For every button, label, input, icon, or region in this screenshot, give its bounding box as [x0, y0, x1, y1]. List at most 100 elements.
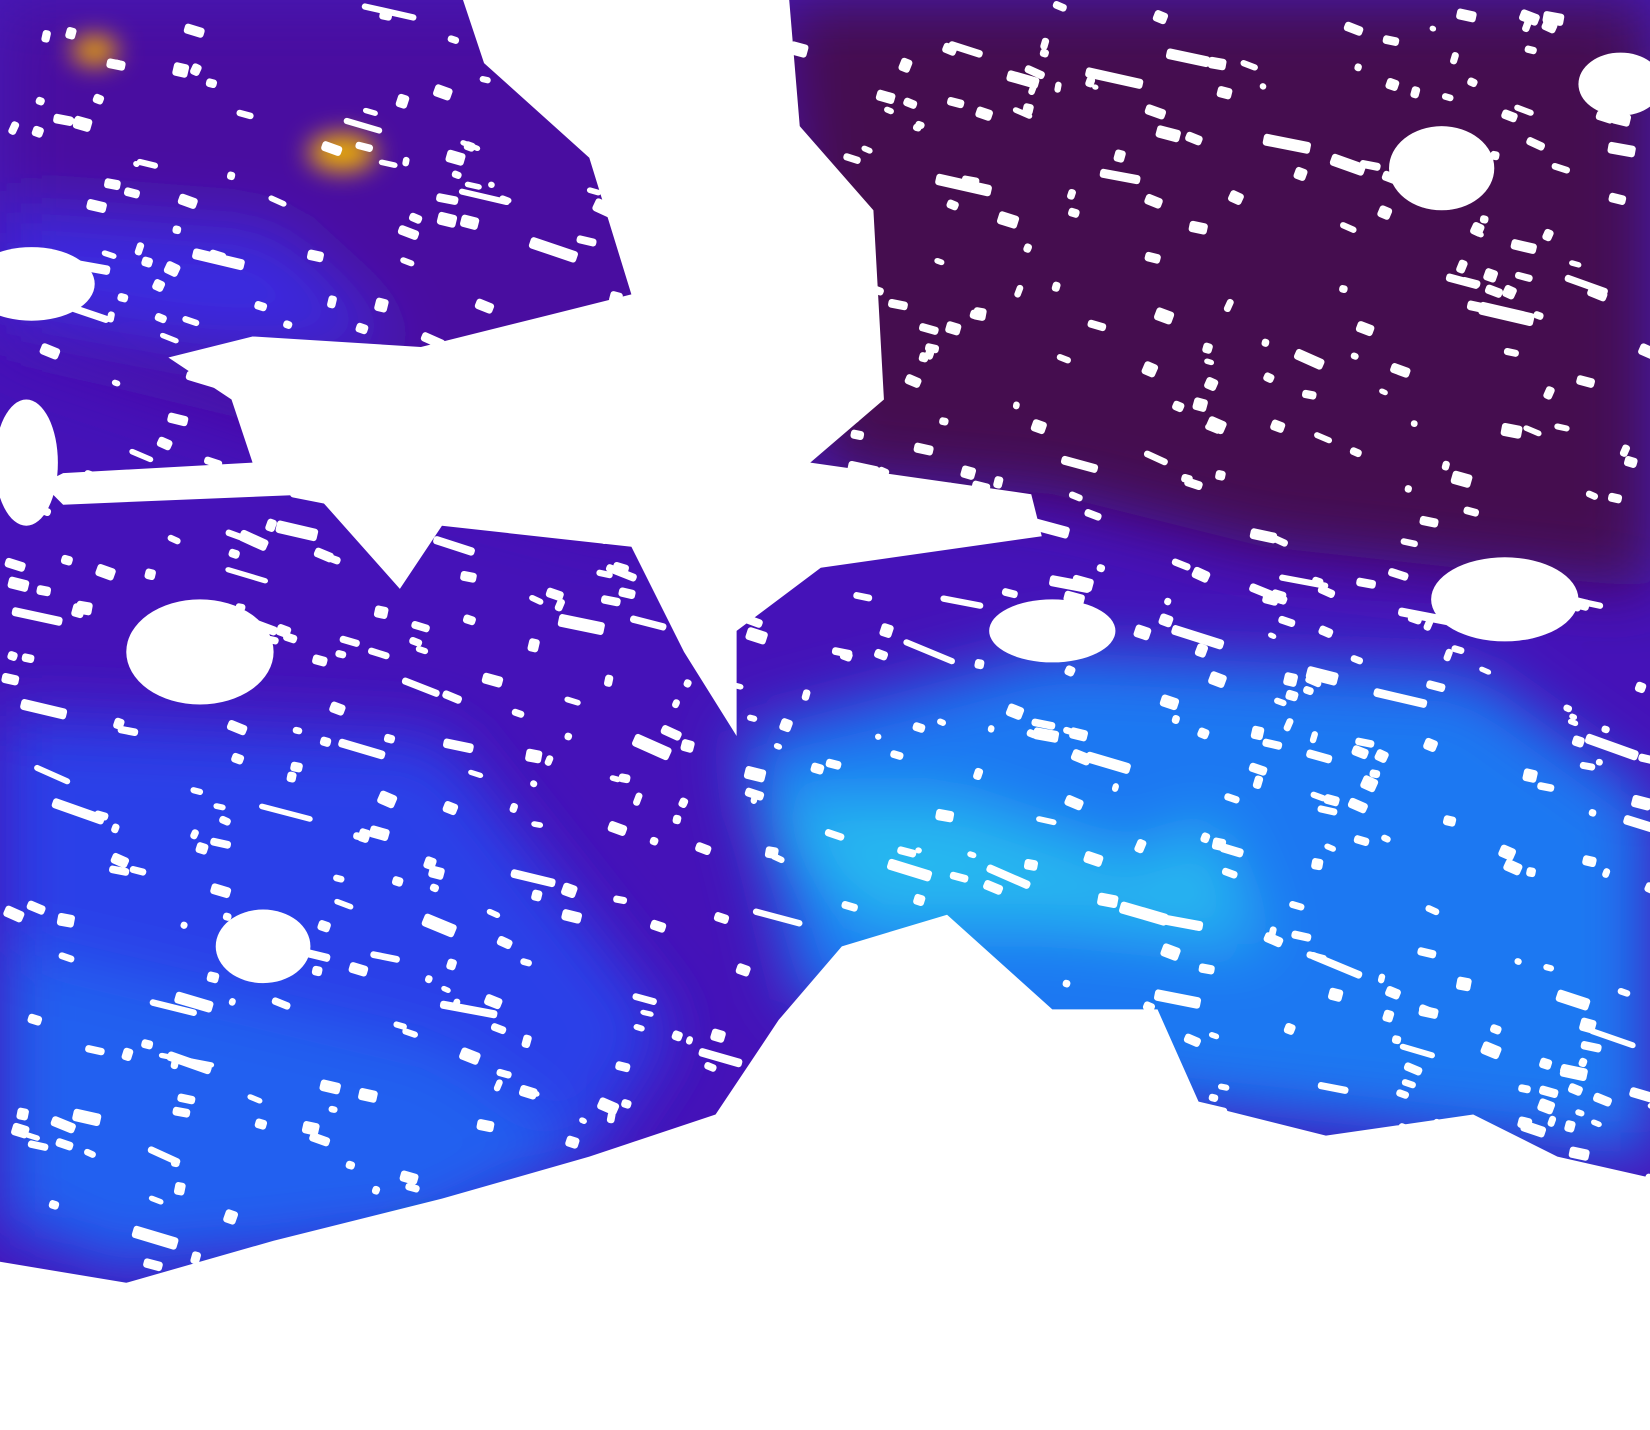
cloud-speckle — [319, 736, 332, 747]
cloud-speckle — [527, 638, 540, 653]
cloud-speckle — [1514, 958, 1522, 965]
cloud-speckle — [946, 199, 959, 211]
cloud-speckle — [371, 1185, 381, 1195]
cloud-speckle — [618, 773, 631, 784]
cloud-speckle — [210, 883, 232, 899]
cloud-speckle — [86, 199, 107, 213]
cloud-speckle — [1064, 665, 1076, 677]
cloud-speckle — [710, 1028, 726, 1043]
cloud-speckle — [111, 379, 121, 387]
cloud-speckle — [510, 869, 556, 888]
cloud-speckle — [206, 971, 220, 984]
cloud-speckle — [183, 23, 205, 38]
cloud-speckle — [1144, 104, 1167, 120]
cloud-speckle — [1542, 228, 1554, 242]
cloud-speckle — [1202, 342, 1213, 354]
cloud-speckle — [20, 699, 68, 720]
cloud-speckle — [1171, 558, 1191, 571]
cloud-speckle — [121, 1047, 134, 1061]
cloud-speckle — [1567, 1083, 1583, 1096]
cloud-speckle — [53, 113, 74, 126]
cloud-speckle — [657, 20, 667, 34]
cloud-speckle — [1069, 1212, 1078, 1219]
cloud-speckle — [172, 62, 190, 78]
cloud-speckle — [1188, 220, 1208, 235]
cloud-speckle — [640, 16, 661, 33]
cloud-speckle — [787, 258, 798, 273]
cloud-speckle — [1397, 1123, 1411, 1136]
cloud-speckle — [1404, 1161, 1425, 1170]
cloud-speckle — [544, 755, 554, 766]
cloud-speckle — [1587, 286, 1608, 302]
cloud-speckle — [353, 832, 363, 841]
cloud-speckle — [1036, 633, 1054, 649]
cloud-speckle — [1383, 1236, 1391, 1244]
cloud-speckle — [531, 889, 543, 902]
cloud-speckle — [1317, 805, 1338, 816]
cloud-speckle — [141, 1039, 154, 1050]
cloud-speckle — [393, 1021, 407, 1030]
cloud-speckle — [965, 1190, 982, 1207]
cloud-speckle — [1228, 1134, 1243, 1149]
cloud-speckle — [1040, 37, 1050, 50]
cloud-speckle — [335, 650, 347, 659]
cloud-speckle — [1443, 648, 1453, 662]
cloud-speckle — [1063, 590, 1085, 606]
cloud-speckle — [1303, 686, 1314, 696]
cloud-speckle — [1607, 141, 1636, 158]
cloud-speckle — [267, 636, 279, 645]
cloud-speckle — [1023, 859, 1038, 871]
cloud-speckle — [136, 158, 159, 169]
cloud-speckle — [411, 621, 430, 633]
cloud-speckle — [995, 630, 1008, 641]
cloud-speckle — [1263, 372, 1275, 383]
cloud-speckle — [1638, 753, 1650, 765]
cloud-speckle — [713, 282, 723, 291]
cloud-speckle — [840, 304, 853, 311]
cloud-speckle — [1391, 1035, 1402, 1045]
cloud-speckle — [649, 8, 670, 19]
cloud-speckle — [672, 395, 688, 412]
cloud-speckle — [1207, 56, 1227, 71]
cloud-speckle — [1617, 987, 1631, 997]
cloud-speckle — [520, 958, 532, 967]
cloud-speckle — [1097, 892, 1119, 909]
cloud-speckle — [1403, 1062, 1423, 1076]
cloud-speckle — [1588, 809, 1597, 817]
cloud-speckle — [924, 349, 935, 360]
cloud-speckle — [685, 1123, 700, 1137]
cloud-speckle — [913, 542, 927, 553]
cloud-speckle — [1158, 613, 1174, 628]
cloud-speckle — [801, 689, 811, 701]
cloud-speckle — [774, 487, 796, 501]
cloud-speckle — [1252, 775, 1264, 789]
cloud-speckle — [1327, 987, 1344, 1002]
cloud-speckle — [345, 1160, 356, 1170]
cloud-speckle — [1285, 689, 1299, 702]
cloud-speckle — [434, 465, 448, 475]
cloud-speckle — [993, 476, 1004, 489]
cloud-speckle — [1052, 1, 1067, 12]
cloud-patch — [126, 599, 274, 705]
cloud-speckle — [21, 653, 35, 664]
cloud-speckle — [824, 829, 845, 841]
cloud-speckle — [1111, 783, 1119, 792]
cloud-speckle — [27, 485, 47, 497]
cloud-speckle — [672, 814, 682, 825]
cloud-speckle — [940, 595, 984, 609]
cloud-speckle — [192, 248, 245, 271]
cloud-speckle — [621, 1099, 632, 1109]
cloud-speckle — [1184, 477, 1203, 491]
cloud-speckle — [886, 858, 933, 882]
cloud-central-band — [42, 0, 1042, 737]
cloud-speckle — [1585, 490, 1599, 500]
cloud-speckle — [969, 309, 979, 320]
cloud-speckle — [41, 30, 51, 43]
cloud-speckle — [235, 603, 246, 612]
cloud-speckle — [1023, 243, 1033, 253]
cloud-speckle — [941, 1069, 953, 1081]
cloud-speckle — [1537, 782, 1555, 792]
cloud-speckle — [1310, 791, 1327, 802]
cloud-speckle — [793, 314, 804, 327]
cloud-speckle — [1523, 425, 1542, 437]
